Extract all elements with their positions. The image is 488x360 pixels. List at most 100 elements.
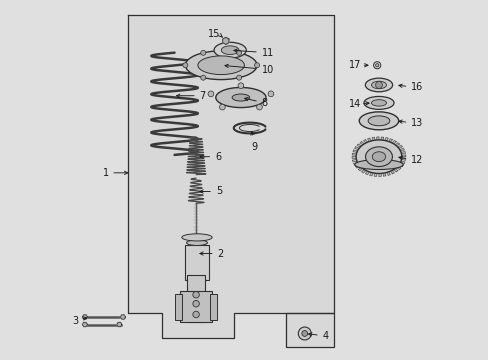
Circle shape [238, 83, 244, 89]
Polygon shape [386, 172, 389, 175]
Ellipse shape [186, 240, 207, 246]
Text: 4: 4 [308, 331, 328, 341]
Ellipse shape [371, 152, 385, 162]
Polygon shape [394, 143, 399, 146]
Polygon shape [400, 161, 404, 163]
Ellipse shape [214, 42, 246, 58]
Text: 5: 5 [200, 186, 222, 197]
Ellipse shape [354, 159, 403, 170]
Text: 9: 9 [251, 142, 257, 152]
Bar [185, 244, 208, 280]
Bar [187, 275, 204, 321]
Circle shape [301, 330, 307, 336]
Ellipse shape [367, 116, 389, 126]
Polygon shape [378, 174, 381, 176]
Text: 11: 11 [233, 48, 273, 58]
Polygon shape [382, 173, 385, 176]
Text: 17: 17 [348, 60, 360, 70]
Circle shape [267, 91, 273, 97]
Polygon shape [398, 164, 403, 167]
Circle shape [192, 311, 199, 318]
Polygon shape [373, 173, 376, 176]
Text: 13: 13 [398, 118, 423, 128]
Circle shape [192, 301, 199, 307]
Ellipse shape [182, 234, 212, 241]
Text: 1: 1 [103, 168, 109, 178]
Polygon shape [355, 165, 360, 168]
Bar [162, 313, 233, 338]
Bar [128, 15, 333, 313]
Circle shape [298, 327, 310, 340]
Polygon shape [397, 145, 402, 148]
Bar [210, 294, 217, 320]
Text: 8: 8 [244, 98, 267, 108]
Text: 12: 12 [398, 155, 423, 165]
Circle shape [236, 75, 241, 80]
Ellipse shape [232, 94, 249, 101]
Polygon shape [393, 168, 397, 172]
Polygon shape [399, 148, 404, 151]
Text: 7: 7 [176, 91, 205, 101]
Bar [285, 313, 333, 347]
Polygon shape [223, 37, 228, 44]
Ellipse shape [371, 100, 386, 106]
Polygon shape [380, 137, 383, 140]
Text: 14: 14 [348, 99, 360, 109]
Polygon shape [376, 137, 378, 140]
Polygon shape [361, 170, 365, 173]
Circle shape [201, 75, 205, 80]
Circle shape [236, 50, 241, 55]
Polygon shape [351, 157, 355, 158]
Polygon shape [359, 141, 364, 145]
Ellipse shape [365, 147, 392, 167]
Polygon shape [401, 155, 405, 157]
Ellipse shape [365, 78, 392, 92]
Circle shape [375, 82, 382, 88]
Polygon shape [352, 150, 357, 152]
Polygon shape [365, 171, 368, 175]
Polygon shape [367, 138, 370, 141]
Polygon shape [356, 144, 361, 147]
Ellipse shape [215, 87, 265, 108]
Polygon shape [384, 138, 387, 141]
Bar [180, 291, 212, 321]
Text: 10: 10 [224, 64, 273, 75]
Circle shape [256, 104, 262, 110]
Ellipse shape [221, 46, 239, 54]
Circle shape [254, 63, 259, 68]
Text: 2: 2 [200, 248, 224, 258]
Text: 16: 16 [398, 82, 423, 93]
Polygon shape [363, 140, 367, 143]
Polygon shape [358, 167, 362, 171]
Polygon shape [369, 172, 372, 176]
Ellipse shape [363, 96, 393, 109]
Circle shape [375, 64, 378, 67]
Circle shape [373, 62, 380, 69]
Polygon shape [82, 322, 87, 327]
Ellipse shape [198, 56, 244, 75]
Ellipse shape [355, 140, 401, 174]
Circle shape [201, 50, 205, 55]
Polygon shape [352, 159, 356, 162]
Text: 3: 3 [72, 316, 78, 325]
Ellipse shape [185, 51, 257, 80]
Text: 6: 6 [200, 152, 221, 162]
Polygon shape [117, 322, 122, 327]
Polygon shape [353, 162, 358, 165]
Circle shape [192, 292, 199, 298]
Circle shape [207, 91, 213, 97]
Circle shape [219, 104, 225, 110]
Bar [175, 294, 182, 320]
Polygon shape [401, 158, 405, 160]
Ellipse shape [359, 112, 398, 130]
Polygon shape [396, 166, 400, 169]
Polygon shape [371, 137, 374, 140]
Polygon shape [354, 147, 359, 150]
Text: 15: 15 [207, 30, 220, 39]
Polygon shape [389, 170, 394, 174]
Polygon shape [391, 140, 395, 144]
Circle shape [183, 63, 187, 68]
Polygon shape [351, 153, 356, 155]
Polygon shape [120, 315, 125, 319]
Ellipse shape [371, 81, 386, 89]
